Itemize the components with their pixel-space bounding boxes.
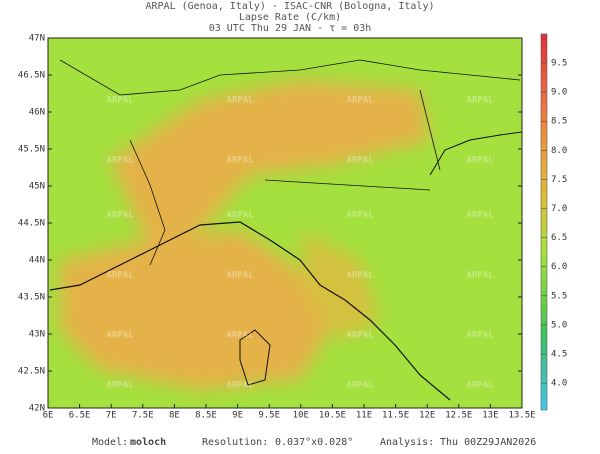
colorbar-label: 9.5 [551, 59, 567, 69]
lon-label: 7E [106, 411, 117, 421]
lat-label: 45.5N [18, 145, 45, 155]
footer-label: Analysis: [380, 437, 434, 448]
watermark: ARPAL [466, 156, 494, 166]
watermark: ARPAL [466, 331, 494, 341]
lon-label: 7.5E [132, 411, 154, 421]
watermark: ARPAL [466, 211, 494, 221]
header-line: Lapse Rate (C/km) [239, 12, 341, 23]
footer-value: Thu 00Z29JAN2026 [440, 437, 536, 448]
colorbar-label: 6.5 [551, 233, 567, 243]
lon-label: 11E [356, 411, 372, 421]
lat-label: 44.5N [18, 219, 45, 229]
colorbar-label: 5.0 [551, 320, 567, 330]
colorbar-label: 6.0 [551, 262, 567, 272]
colorbar-label: 4.0 [551, 379, 567, 389]
watermark: ARPAL [226, 96, 254, 106]
lon-label: 11.5E [382, 411, 409, 421]
footer-value: moloch [130, 437, 166, 448]
colorbar-label: 8.0 [551, 146, 567, 156]
watermark: ARPAL [346, 331, 374, 341]
lat-label: 46.5N [18, 71, 45, 81]
lon-label: 10E [293, 411, 309, 421]
watermark: ARPAL [106, 331, 134, 341]
lat-label: 46N [29, 108, 45, 118]
watermark: ARPAL [466, 381, 494, 391]
lon-label: 8E [169, 411, 180, 421]
watermark: ARPAL [226, 271, 254, 281]
lon-label: 13E [482, 411, 498, 421]
watermark: ARPAL [346, 381, 374, 391]
lat-label: 42.5N [18, 367, 45, 377]
header-line: ARPAL (Genoa, Italy) - ISAC-CNR (Bologna… [146, 1, 435, 12]
footer-label: Resolution: [202, 437, 268, 448]
footer-value: 0.037°x0.028° [275, 437, 353, 448]
watermark: ARPAL [346, 271, 374, 281]
lon-label: 9.5E [258, 411, 280, 421]
lat-label: 43.5N [18, 293, 45, 303]
watermark: ARPAL [106, 96, 134, 106]
footer-label: Model: [92, 437, 128, 448]
lat-label: 47N [29, 34, 45, 44]
watermark: ARPAL [226, 156, 254, 166]
lon-label: 8.5E [195, 411, 217, 421]
lat-label: 42N [29, 404, 45, 414]
watermark: ARPAL [106, 271, 134, 281]
watermark: ARPAL [226, 381, 254, 391]
lon-label: 10.5E [319, 411, 346, 421]
watermark: ARPAL [346, 156, 374, 166]
colorbar-label: 9.0 [551, 88, 567, 98]
lat-label: 44N [29, 256, 45, 266]
watermark: ARPAL [466, 96, 494, 106]
lon-label: 6E [43, 411, 54, 421]
colorbar-label: 7.5 [551, 175, 567, 185]
lon-label: 6.5E [69, 411, 91, 421]
watermark: ARPAL [346, 211, 374, 221]
watermark: ARPAL [106, 211, 134, 221]
lon-label: 13.5E [508, 411, 535, 421]
lon-label: 9E [232, 411, 243, 421]
colorbar-label: 7.0 [551, 204, 567, 214]
colorbar [540, 33, 548, 411]
watermark: ARPAL [226, 211, 254, 221]
map-field [48, 38, 522, 408]
lon-label: 12.5E [445, 411, 472, 421]
header-line: 03 UTC Thu 29 JAN - τ = 03h [209, 23, 372, 34]
lon-label: 12E [419, 411, 435, 421]
watermark: ARPAL [226, 331, 254, 341]
colorbar-label: 4.5 [551, 350, 567, 360]
lat-label: 45N [29, 182, 45, 192]
watermark: ARPAL [106, 156, 134, 166]
colorbar-label: 8.5 [551, 117, 567, 127]
colorbar-label: 5.5 [551, 291, 567, 301]
watermark: ARPAL [466, 271, 494, 281]
lat-label: 43N [29, 330, 45, 340]
watermark: ARPAL [346, 96, 374, 106]
watermark: ARPAL [106, 381, 134, 391]
